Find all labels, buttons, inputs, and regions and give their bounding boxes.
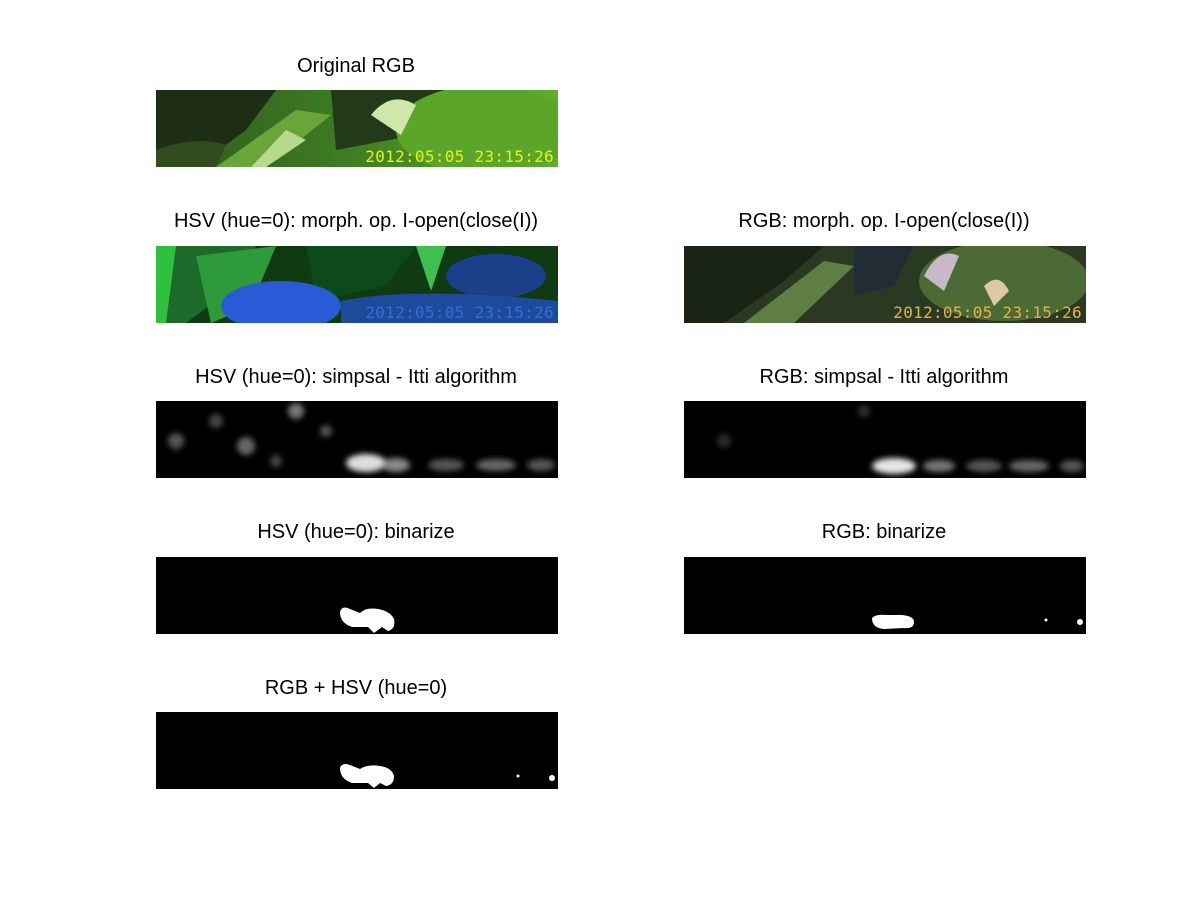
rgb-morph-image: 2012:05:05 23:15:26 (684, 246, 1086, 323)
hsv-binary-image (156, 557, 558, 634)
panel-title-hsv-simpsal: HSV (hue=0): simpsal - Itti algorithm (195, 366, 517, 388)
panel-title-rgb-morph: RGB: morph. op. I-open(close(I)) (738, 210, 1030, 232)
panel-title-rgb-binarize: RGB: binarize (821, 521, 947, 543)
timestamp-overlay: 2012:05:05 23:15:26 (365, 147, 554, 166)
panel-title-original-rgb: Original RGB (297, 55, 415, 77)
hsv-morph-image: 2012:05:05 23:15:26 (156, 246, 558, 323)
rgb-binary-image (684, 557, 1086, 634)
panel-title-combined: RGB + HSV (hue=0) (264, 677, 448, 699)
panel-title-rgb-simpsal: RGB: simpsal - Itti algorithm (759, 366, 1009, 388)
rgb-saliency-image (684, 401, 1086, 478)
panel-title-hsv-morph: HSV (hue=0): morph. op. I-open(close(I)) (173, 210, 539, 232)
original-rgb-image: 2012:05:05 23:15:26 (156, 90, 558, 167)
combined-binary-image (156, 712, 558, 789)
timestamp-overlay: 2012:05:05 23:15:26 (893, 303, 1082, 322)
hsv-saliency-image (156, 401, 558, 478)
panel-title-hsv-binarize: HSV (hue=0): binarize (257, 521, 455, 543)
timestamp-overlay: 2012:05:05 23:15:26 (365, 303, 554, 322)
